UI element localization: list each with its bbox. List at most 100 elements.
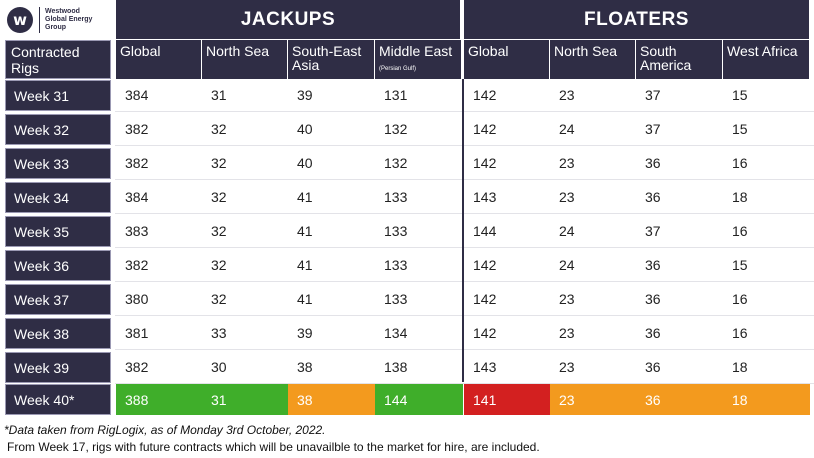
column-header-label: North Sea xyxy=(554,43,618,59)
group-divider xyxy=(462,79,464,382)
column-header-label: North Sea xyxy=(206,43,270,59)
row-label: Week 39 xyxy=(5,352,111,383)
row-label: Week 40* xyxy=(5,384,111,415)
column-header: Global xyxy=(464,40,549,79)
table-cell: 15 xyxy=(732,87,748,103)
table-cell: 24 xyxy=(559,223,575,239)
table-cell: 18 xyxy=(732,359,748,375)
table-cell: 37 xyxy=(645,87,661,103)
contracted-rigs-header: Contracted Rigs xyxy=(5,40,111,79)
row-label: Week 32 xyxy=(5,114,111,145)
table-cell: 384 xyxy=(125,189,149,205)
row-label: Week 37 xyxy=(5,284,111,315)
logo-line-3: Group xyxy=(45,24,66,31)
row-divider xyxy=(115,145,814,146)
table-cell: 18 xyxy=(723,384,810,415)
floaters-title: FLOATERS xyxy=(584,8,689,30)
table-cell: 18 xyxy=(732,189,748,205)
table-cell: 41 xyxy=(297,257,313,273)
table-cell: 142 xyxy=(473,87,497,103)
footnote-source: *Data taken from RigLogix, as of Monday … xyxy=(4,423,326,437)
table-cell: 383 xyxy=(125,223,149,239)
table-cell: 142 xyxy=(473,325,497,341)
table-cell: 23 xyxy=(559,189,575,205)
column-header-label: Middle East xyxy=(379,43,453,59)
table-cell: 23 xyxy=(559,87,575,103)
table-cell: 16 xyxy=(732,291,748,307)
table-cell: 31 xyxy=(202,384,288,415)
table-cell: 38 xyxy=(288,384,375,415)
table-cell: 33 xyxy=(211,325,227,341)
table-cell: 30 xyxy=(211,359,227,375)
row-label: Week 35 xyxy=(5,216,111,247)
column-header-label: South-East Asia xyxy=(292,43,362,73)
logo-divider xyxy=(39,7,40,33)
row-divider xyxy=(115,111,814,112)
table-cell: 32 xyxy=(211,223,227,239)
row-divider xyxy=(115,281,814,282)
table-cell: 40 xyxy=(297,121,313,137)
table-cell: 144 xyxy=(375,384,463,415)
column-header-label: West Africa xyxy=(727,43,798,59)
row-divider xyxy=(115,213,814,214)
column-header-label: Global xyxy=(120,43,161,59)
table-cell: 141 xyxy=(464,384,550,415)
table-cell: 36 xyxy=(645,155,661,171)
row-label: Week 31 xyxy=(5,80,111,111)
table-cell: 36 xyxy=(645,359,661,375)
westwood-logo: w Westwood Global Energy Group xyxy=(0,0,115,40)
row-label: Week 38 xyxy=(5,318,111,349)
table-cell: 388 xyxy=(116,384,202,415)
contracted-rigs-label: Contracted Rigs xyxy=(11,43,80,76)
table-cell: 380 xyxy=(125,291,149,307)
table-cell: 41 xyxy=(297,189,313,205)
table-cell: 23 xyxy=(559,325,575,341)
column-header-label: Global xyxy=(468,43,509,59)
table-cell: 15 xyxy=(732,121,748,137)
table-cell: 16 xyxy=(732,223,748,239)
table-cell: 133 xyxy=(384,291,408,307)
table-cell: 142 xyxy=(473,257,497,273)
table-cell: 132 xyxy=(384,121,408,137)
table-cell: 15 xyxy=(732,257,748,273)
table-cell: 36 xyxy=(645,257,661,273)
table-cell: 382 xyxy=(125,359,149,375)
table-cell: 382 xyxy=(125,155,149,171)
row-label: Week 36 xyxy=(5,250,111,281)
footnote-note: From Week 17, rigs with future contracts… xyxy=(7,440,540,454)
table-cell: 37 xyxy=(645,223,661,239)
jackups-group-header: JACKUPS xyxy=(116,0,460,39)
row-divider xyxy=(115,383,814,384)
logo-text: Westwood Global Energy Group xyxy=(45,8,115,32)
table-cell: 39 xyxy=(297,87,313,103)
table-cell: 134 xyxy=(384,325,408,341)
table-cell: 37 xyxy=(645,121,661,137)
column-header: Global xyxy=(116,40,201,79)
table-cell: 23 xyxy=(559,155,575,171)
table-cell: 39 xyxy=(297,325,313,341)
table-cell: 142 xyxy=(473,121,497,137)
table-cell: 143 xyxy=(473,359,497,375)
logo-line-2: Global Energy xyxy=(45,16,93,23)
table-cell: 32 xyxy=(211,291,227,307)
table-cell: 36 xyxy=(645,291,661,307)
table-cell: 36 xyxy=(645,325,661,341)
column-header: North Sea xyxy=(550,40,635,79)
table-cell: 23 xyxy=(559,359,575,375)
table-cell: 143 xyxy=(473,189,497,205)
table-cell: 382 xyxy=(125,121,149,137)
row-label: Week 33 xyxy=(5,148,111,179)
table-cell: 24 xyxy=(559,257,575,273)
row-divider xyxy=(115,179,814,180)
row-divider xyxy=(115,247,814,248)
table-cell: 31 xyxy=(211,87,227,103)
table-cell: 38 xyxy=(297,359,313,375)
logo-line-1: Westwood xyxy=(45,8,80,15)
column-header: South America xyxy=(636,40,722,79)
row-divider xyxy=(115,349,814,350)
table-cell: 142 xyxy=(473,291,497,307)
table-cell: 133 xyxy=(384,223,408,239)
table-cell: 23 xyxy=(559,291,575,307)
table-cell: 40 xyxy=(297,155,313,171)
column-header-label: South America xyxy=(640,43,692,73)
